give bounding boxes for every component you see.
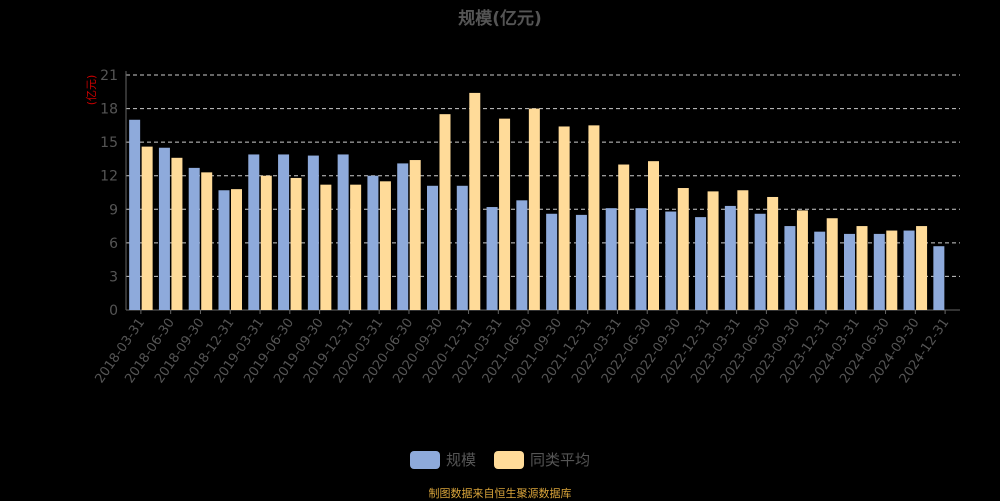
bar-scale <box>903 230 915 310</box>
y-tick-label: 6 <box>109 236 118 252</box>
bar-peer-average <box>707 191 719 310</box>
y-tick-label: 18 <box>100 102 118 118</box>
bar-scale <box>695 217 707 310</box>
bar-scale <box>933 246 945 310</box>
bar-scale <box>665 211 677 310</box>
bar-scale <box>337 154 349 310</box>
bar-peer-average <box>260 175 272 310</box>
bar-peer-average <box>409 160 421 310</box>
bar-peer-average <box>916 226 928 310</box>
bar-peer-average <box>737 190 749 310</box>
y-tick-label: 12 <box>100 169 118 185</box>
bar-scale <box>307 155 319 310</box>
bar-peer-average <box>469 92 481 311</box>
bar-scale <box>188 167 200 310</box>
bar-scale <box>844 233 855 310</box>
bar-peer-average <box>886 230 898 310</box>
bar-scale <box>158 147 170 310</box>
bar-scale <box>129 119 141 310</box>
legend: 规模 同类平均 <box>0 449 1000 470</box>
bar-peer-average <box>499 118 511 311</box>
bar-scale <box>605 208 617 310</box>
bar-scale <box>397 163 409 310</box>
y-tick-label: 21 <box>100 68 118 84</box>
bar-peer-average <box>231 189 242 310</box>
bar-scale <box>635 208 647 310</box>
source-note: 制图数据来自恒生聚源数据库 <box>428 487 572 500</box>
y-tick-label: 0 <box>109 303 118 319</box>
bar-peer-average <box>648 161 659 310</box>
bar-peer-average <box>677 188 689 310</box>
bar-scale <box>218 190 230 310</box>
legend-swatch-peer-average <box>494 450 524 469</box>
bar-scale <box>814 231 826 310</box>
bar-scale <box>546 213 558 310</box>
bar-scale <box>278 154 290 310</box>
legend-label-peer-average: 同类平均 <box>530 451 591 469</box>
bar-scale <box>575 214 587 310</box>
legend-swatch-scale <box>409 450 440 469</box>
bar-peer-average <box>201 172 213 310</box>
y-tick-label: 9 <box>109 202 118 218</box>
bar-scale <box>427 185 438 310</box>
bar-scale <box>456 185 468 310</box>
bar-peer-average <box>171 157 183 310</box>
bar-scale <box>367 175 379 310</box>
bar-peer-average <box>826 218 838 310</box>
bar-scale <box>516 200 528 310</box>
bar-scale <box>486 207 498 310</box>
bar-scale <box>754 213 766 310</box>
y-tick-label: 3 <box>109 269 118 285</box>
bar-peer-average <box>618 164 630 310</box>
bar-peer-average <box>558 126 570 310</box>
y-tick-label: 15 <box>100 135 118 151</box>
legend-item-peer-average[interactable]: 同类平均 <box>494 449 590 470</box>
bar-peer-average <box>528 108 540 310</box>
bar-peer-average <box>856 226 868 310</box>
bar-scale <box>724 205 736 310</box>
legend-label-scale: 规模 <box>445 451 476 469</box>
bar-peer-average <box>379 181 391 310</box>
legend-item-scale[interactable]: 规模 <box>409 449 476 470</box>
bar-peer-average <box>796 210 808 310</box>
bar-peer-average <box>588 125 600 310</box>
bar-scale <box>248 154 260 310</box>
bar-scale <box>873 233 885 310</box>
bar-peer-average <box>350 184 362 310</box>
bar-peer-average <box>767 196 779 310</box>
bar-scale <box>784 226 796 310</box>
y-axis-unit-label: (亿元) <box>85 75 98 106</box>
bar-peer-average <box>290 177 302 310</box>
bar-peer-average <box>439 114 451 311</box>
bar-peer-average <box>320 184 332 310</box>
chart-title: 规模(亿元) <box>458 9 542 29</box>
bar-peer-average <box>141 146 153 310</box>
